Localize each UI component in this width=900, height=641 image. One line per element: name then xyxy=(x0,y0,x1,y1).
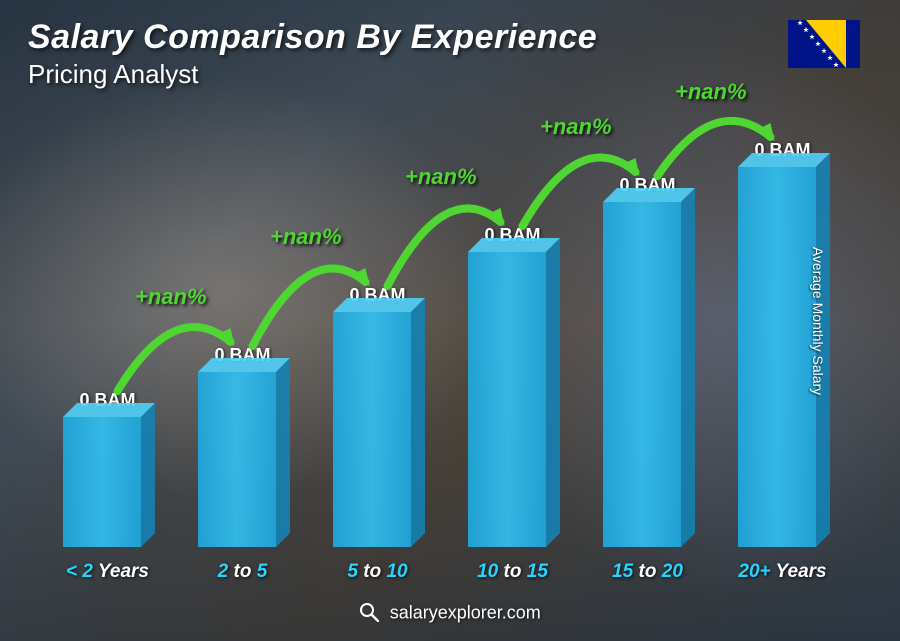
x-axis-label: 15 to 20 xyxy=(588,561,708,583)
x-axis-label: < 2 Years xyxy=(48,561,168,583)
x-axis-label: 20+ Years xyxy=(723,561,843,583)
bar-3d xyxy=(603,202,693,547)
bar-slot: 0 BAM xyxy=(588,175,708,547)
header: Salary Comparison By Experience Pricing … xyxy=(28,18,597,90)
bar-slot: 0 BAM xyxy=(48,390,168,547)
x-axis-label: 5 to 10 xyxy=(318,561,438,583)
x-axis-label: 2 to 5 xyxy=(183,561,303,583)
x-labels-row: < 2 Years 2 to 5 5 to 10 10 to 15 15 to 20 20… xyxy=(40,561,850,583)
bar-3d xyxy=(333,312,423,547)
bar-slot: 0 BAM xyxy=(183,345,303,547)
magnifier-icon xyxy=(359,602,379,627)
bar-slot: 0 BAM xyxy=(318,285,438,547)
footer: salaryexplorer.com xyxy=(0,602,900,627)
bar-3d xyxy=(63,417,153,547)
country-flag-icon xyxy=(788,20,860,68)
bar-3d xyxy=(468,252,558,547)
bar-slot: 0 BAM xyxy=(453,225,573,547)
chart-subtitle: Pricing Analyst xyxy=(28,59,597,90)
bars-container: 0 BAM0 BAM0 BAM0 BAM0 BAM0 BAM xyxy=(40,127,850,547)
bar-3d xyxy=(198,372,288,547)
chart-area: 0 BAM0 BAM0 BAM0 BAM0 BAM0 BAM < 2 Years… xyxy=(40,113,850,583)
y-axis-label: Average Monthly Salary xyxy=(810,246,826,394)
x-axis-label: 10 to 15 xyxy=(453,561,573,583)
footer-site: salaryexplorer.com xyxy=(390,603,541,623)
chart-title: Salary Comparison By Experience xyxy=(28,18,597,57)
